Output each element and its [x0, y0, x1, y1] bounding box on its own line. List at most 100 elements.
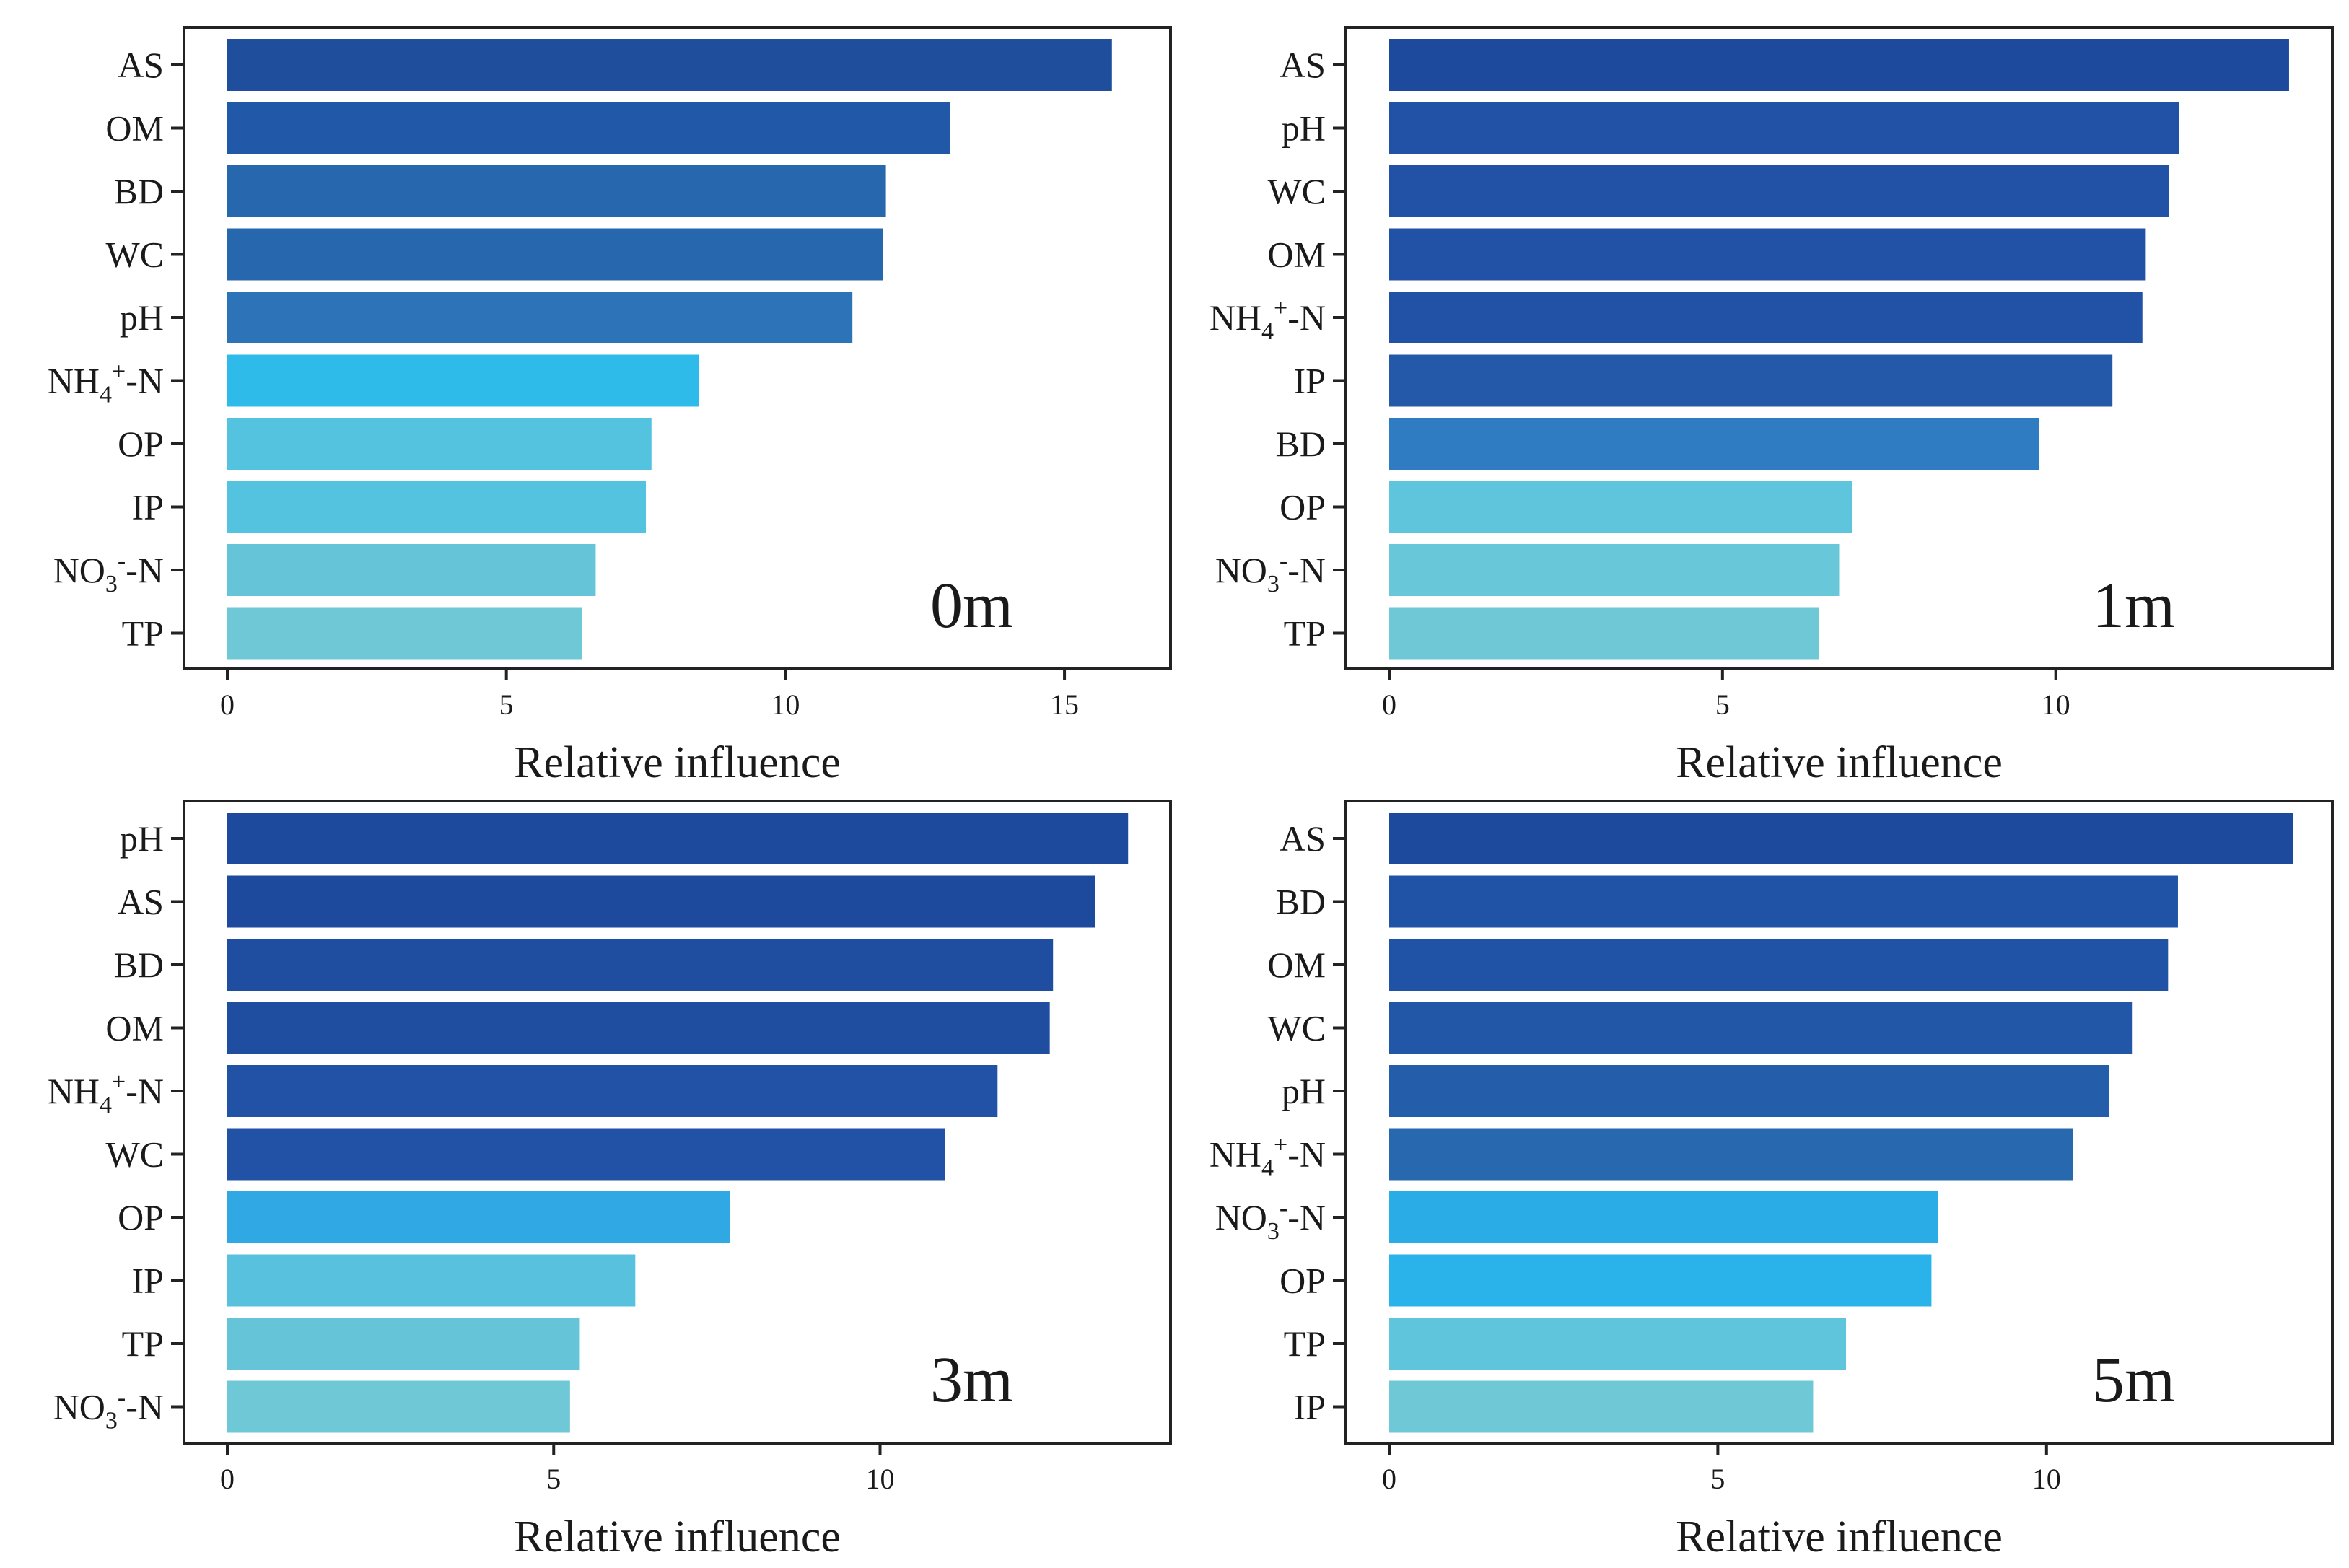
category-label: OP — [1280, 487, 1326, 527]
bar-om — [1389, 228, 2146, 281]
category-label: IP — [1294, 361, 1326, 401]
bar-ph — [1389, 1065, 2109, 1117]
panel-frame — [1344, 800, 2334, 1445]
category-label: OM — [1267, 235, 1326, 275]
category-label: BD — [114, 171, 164, 211]
bar-wc — [227, 228, 883, 281]
category-label: WC — [105, 1134, 164, 1175]
category-label: OP — [1280, 1261, 1326, 1301]
bar-as — [227, 39, 1112, 91]
bar-tp — [1389, 1318, 1847, 1370]
category-label: pH — [1282, 108, 1326, 149]
panel-label: 0m — [930, 570, 1013, 641]
category-label: TP — [1284, 1323, 1326, 1364]
panel-3m: pH AS BD OM NH4+-N WC OP IP TP NO3--N 0 5 10 Relative… — [48, 800, 1172, 1562]
bar-wc — [227, 1128, 945, 1181]
category-label: BD — [1276, 882, 1326, 922]
x-tick-label: 0 — [220, 688, 235, 721]
x-tick-label: 5 — [1715, 688, 1730, 721]
bar-nh4-n — [227, 1065, 998, 1117]
bar-no3-n — [227, 1380, 570, 1433]
bar-ph — [1389, 102, 2179, 154]
category-label: TP — [122, 613, 164, 654]
bar-nh4-n — [227, 354, 699, 407]
category-label: BD — [1276, 424, 1326, 464]
category-label: OP — [118, 424, 164, 464]
bar-om — [1389, 939, 2169, 991]
category-label: AS — [1280, 818, 1326, 859]
category-label: TP — [1284, 613, 1326, 654]
bar-wc — [1389, 165, 2169, 217]
category-label: pH — [1282, 1071, 1326, 1111]
category-label: IP — [132, 487, 164, 527]
panel-1m: AS pH WC OM NH4+-N IP BD OP NO3--N TP 0 5 10 Relative… — [1210, 26, 2334, 787]
bar-no3-n — [227, 544, 596, 596]
category-label: OM — [105, 1008, 164, 1048]
x-tick-label: 10 — [865, 1463, 894, 1495]
category-label: OM — [1267, 945, 1326, 985]
category-label: WC — [1267, 1008, 1326, 1048]
bar-bd — [1389, 875, 2178, 928]
x-axis-title: Relative influence — [514, 1512, 841, 1562]
bar-ip — [1389, 354, 2113, 407]
category-label: pH — [120, 297, 164, 338]
panel-label: 3m — [930, 1344, 1013, 1416]
bar-op — [227, 418, 652, 470]
x-tick-label: 5 — [546, 1463, 561, 1495]
category-label: NH4+-N — [48, 1069, 164, 1118]
bar-ph — [227, 813, 1129, 864]
panel-label: 1m — [2092, 570, 2175, 641]
x-tick-label: 10 — [2032, 1463, 2061, 1495]
bar-om — [227, 1002, 1050, 1054]
bar-ip — [1389, 1380, 1814, 1433]
category-label: AS — [1280, 45, 1326, 85]
category-label: NO3--N — [1215, 1195, 1326, 1245]
bar-nh4-n — [1389, 1128, 2073, 1181]
bar-tp — [1389, 607, 1819, 660]
category-label: IP — [132, 1261, 164, 1301]
x-tick-label: 0 — [1382, 1463, 1396, 1495]
bar-no3-n — [1389, 544, 1840, 596]
category-label: WC — [1267, 171, 1326, 211]
bar-as — [1389, 39, 2289, 91]
bar-op — [227, 1191, 730, 1243]
category-label: pH — [120, 818, 164, 859]
category-label: OP — [118, 1197, 164, 1238]
category-label: OM — [105, 108, 164, 149]
panel-0m: AS OM BD WC pH NH4+-N OP IP NO3--N TP 0 5 10 15 Relati… — [48, 26, 1172, 787]
bar-as — [1389, 813, 2293, 864]
x-tick-label: 0 — [1382, 688, 1396, 721]
bar-op — [1389, 1254, 1932, 1307]
category-label: NO3--N — [53, 548, 164, 597]
panel-5m: AS BD OM WC pH NH4+-N NO3--N OP TP IP 0 5 10 Relative… — [1210, 800, 2334, 1562]
bar-om — [227, 102, 950, 154]
bar-tp — [227, 607, 582, 660]
x-tick-label: 10 — [771, 688, 800, 721]
bar-ip — [227, 1254, 636, 1307]
bar-op — [1389, 481, 1852, 533]
bar-ip — [227, 481, 647, 533]
x-tick-label: 5 — [499, 688, 514, 721]
bar-tp — [227, 1318, 580, 1370]
category-label: TP — [122, 1323, 164, 1364]
category-label: NH4+-N — [1210, 1132, 1326, 1182]
category-label: NO3--N — [53, 1385, 164, 1435]
category-label: WC — [105, 235, 164, 275]
bar-no3-n — [1389, 1191, 1938, 1243]
bar-nh4-n — [1389, 292, 2143, 343]
panel-label: 5m — [2092, 1344, 2175, 1416]
panel-frame — [183, 26, 1172, 670]
category-label: AS — [118, 882, 164, 922]
bar-bd — [227, 165, 886, 217]
x-tick-label: 15 — [1050, 688, 1079, 721]
category-label: NH4+-N — [1210, 295, 1326, 345]
x-tick-label: 10 — [2042, 688, 2070, 721]
panel-frame — [183, 800, 1172, 1445]
bar-wc — [1389, 1002, 2133, 1054]
bar-as — [227, 875, 1095, 928]
x-tick-label: 5 — [1710, 1463, 1725, 1495]
category-label: NH4+-N — [48, 359, 164, 408]
category-label: IP — [1294, 1387, 1326, 1427]
